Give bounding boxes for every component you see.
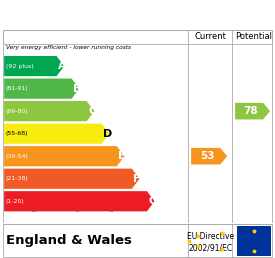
Polygon shape: [4, 78, 79, 99]
Bar: [3, 30, 272, 44]
Text: C: C: [88, 106, 96, 116]
Text: A: A: [58, 61, 67, 71]
Text: Very energy efficient - lower running costs: Very energy efficient - lower running co…: [6, 45, 131, 50]
Text: (21-38): (21-38): [6, 176, 28, 181]
Text: 2002/91/EC: 2002/91/EC: [188, 243, 232, 252]
Text: E: E: [118, 151, 126, 161]
Polygon shape: [4, 124, 109, 144]
Text: D: D: [103, 129, 112, 139]
Text: 53: 53: [200, 151, 214, 161]
Text: (69-80): (69-80): [6, 109, 28, 114]
Text: Energy Efficiency Rating: Energy Efficiency Rating: [36, 7, 239, 22]
Text: (81-91): (81-91): [6, 86, 28, 91]
Text: F: F: [133, 174, 141, 184]
Text: Not energy efficient - higher running costs: Not energy efficient - higher running co…: [6, 207, 131, 212]
Text: (55-68): (55-68): [6, 131, 28, 136]
Text: England & Wales: England & Wales: [6, 234, 131, 247]
Text: G: G: [148, 196, 157, 206]
Polygon shape: [4, 146, 125, 166]
Polygon shape: [4, 101, 94, 121]
Text: B: B: [73, 84, 81, 94]
Text: (92 plus): (92 plus): [6, 63, 33, 69]
Text: (1-20): (1-20): [6, 199, 24, 204]
Text: Current: Current: [194, 33, 226, 42]
Text: 78: 78: [244, 106, 258, 116]
Polygon shape: [4, 169, 139, 189]
Polygon shape: [235, 103, 270, 119]
Text: Potential: Potential: [235, 33, 272, 42]
Text: (39-54): (39-54): [6, 154, 28, 159]
Polygon shape: [191, 148, 227, 165]
Bar: [236, 226, 271, 256]
Polygon shape: [4, 191, 155, 211]
Polygon shape: [4, 56, 64, 76]
Text: EU Directive: EU Directive: [187, 232, 234, 241]
